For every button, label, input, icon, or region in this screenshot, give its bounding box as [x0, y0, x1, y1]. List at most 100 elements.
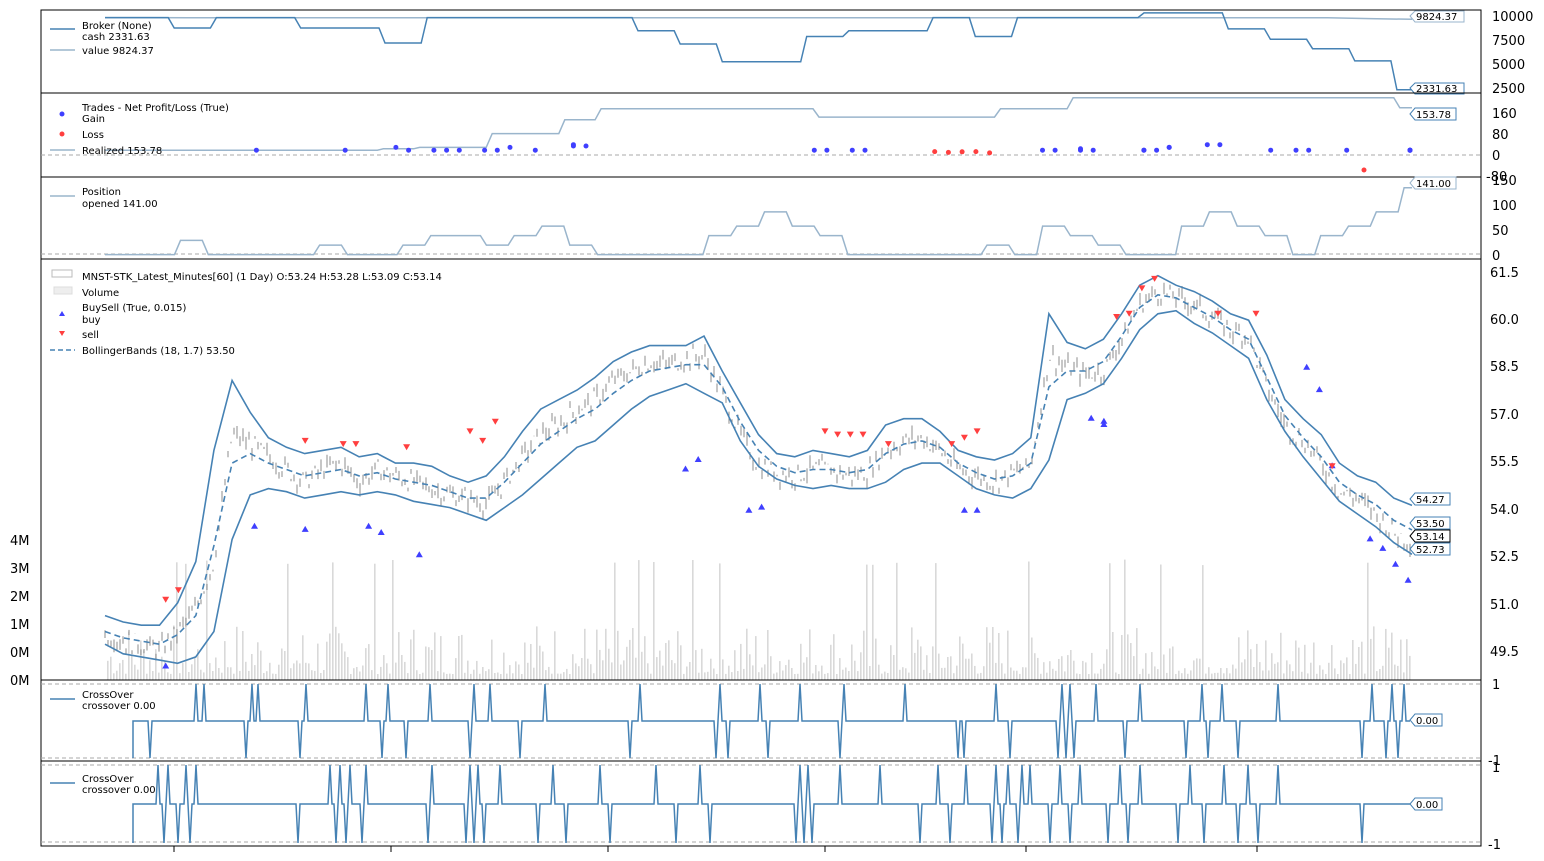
- loss-marker: [987, 150, 993, 156]
- buy-marker: [415, 551, 423, 558]
- volume-bar: [884, 671, 886, 680]
- volume-bar: [842, 669, 844, 680]
- volume-bar: [1127, 634, 1129, 680]
- volume-bar: [1208, 667, 1210, 680]
- crossover1-plot-area: [132, 683, 1410, 759]
- volume-bar: [1349, 674, 1351, 680]
- volume-bar: [1046, 672, 1048, 680]
- volume-bar: [143, 650, 145, 680]
- volume-bar: [896, 562, 898, 680]
- upper-band-badge: 54.27: [1416, 495, 1445, 506]
- volume-bar: [473, 669, 475, 680]
- volume-bar: [170, 673, 172, 680]
- volume-bar: [929, 673, 931, 680]
- volume-bar: [1250, 649, 1252, 680]
- volume-bar: [809, 629, 811, 680]
- volume-bar: [563, 672, 565, 680]
- volume-bar: [770, 656, 772, 680]
- volume-bar: [608, 648, 610, 680]
- sell-marker: [1328, 463, 1336, 470]
- volume-bar: [566, 668, 568, 680]
- volume-bar: [410, 639, 412, 680]
- volume-bar: [893, 655, 895, 680]
- gain-marker: [1306, 147, 1312, 153]
- volume-bar: [926, 655, 928, 680]
- buy-marker: [960, 506, 968, 513]
- crossover1-y-tick: -1: [1488, 754, 1501, 769]
- price-y-tick: 58.5: [1490, 360, 1519, 375]
- volume-bar: [626, 646, 628, 680]
- broker-panel: Broker (None) cash 2331.63 value 9824.37…: [40, 9, 1533, 97]
- volume-bar: [1154, 666, 1156, 680]
- volume-bar: [1196, 658, 1198, 680]
- volume-bar: [287, 563, 289, 680]
- buy-legend-marker: [59, 311, 65, 316]
- volume-bar: [692, 560, 694, 680]
- volume-bar: [644, 636, 646, 680]
- volume-bar: [734, 650, 736, 680]
- volume-bar: [497, 672, 499, 680]
- volume-bar: [944, 667, 946, 680]
- loss-legend-marker: [59, 131, 65, 137]
- volume-bar: [350, 674, 352, 680]
- volume-bar: [1301, 671, 1303, 680]
- price-y-tick: 49.5: [1490, 645, 1519, 660]
- volume-bar: [128, 631, 130, 680]
- gain-marker: [1040, 147, 1045, 153]
- volume-bar: [305, 662, 307, 680]
- volume-bar: [866, 564, 868, 680]
- volume-bar: [623, 660, 625, 680]
- volume-bar: [224, 641, 226, 680]
- buy-marker: [162, 662, 170, 669]
- volume-bar: [836, 674, 838, 680]
- value-badge-box: [1409, 10, 1465, 23]
- volume-bar: [1331, 645, 1333, 680]
- volume-bar: [1394, 664, 1396, 680]
- volume-bar: [746, 628, 748, 680]
- volume-bar: [326, 641, 328, 680]
- sell-marker: [1138, 285, 1146, 292]
- volume-bar: [617, 630, 619, 680]
- volume-bar: [689, 662, 691, 680]
- volume-bar: [1232, 664, 1234, 680]
- price-badges: 54.27 53.50 53.14 52.73: [1409, 492, 1451, 556]
- volume-bar: [683, 673, 685, 680]
- volume-bar: [425, 646, 427, 680]
- volume-bar: [212, 671, 214, 680]
- volume-bar: [575, 663, 577, 680]
- crossover1-y-axis: 1 -1: [1488, 678, 1501, 769]
- volume-bar: [872, 564, 874, 680]
- sell-marker: [973, 428, 981, 435]
- gain-marker: [1141, 147, 1147, 153]
- realized-badge: 153.78: [1416, 110, 1451, 121]
- volume-bar: [278, 664, 280, 680]
- volume-bar: [1175, 674, 1177, 680]
- volume-bar: [518, 664, 520, 680]
- volume-bar: [1067, 655, 1069, 680]
- volume-bar: [431, 650, 433, 680]
- volume-bar: [464, 672, 466, 680]
- volume-y-tick: 4M: [10, 534, 30, 549]
- gain-marker: [824, 147, 830, 153]
- trades-badges: 153.78: [1409, 107, 1457, 121]
- realized-line: [105, 97, 1412, 151]
- volume-bar: [992, 627, 994, 680]
- volume-bar: [161, 656, 163, 680]
- volume-bar: [452, 674, 454, 680]
- volume-bar: [902, 667, 904, 680]
- volume-bar: [581, 658, 583, 680]
- volume-bar: [1157, 669, 1159, 680]
- gain-marker: [1090, 147, 1096, 153]
- volume-bar: [899, 669, 901, 680]
- price-plot-area: [104, 274, 1413, 669]
- volume-bar: [1205, 673, 1207, 680]
- volume-legend-swatch: [53, 286, 73, 295]
- volume-bar: [947, 657, 949, 680]
- volume-bar: [1325, 674, 1327, 680]
- volume-bar: [962, 643, 964, 680]
- volume-bar: [260, 650, 262, 680]
- volume-bar: [914, 652, 916, 680]
- volume-bar: [359, 671, 361, 680]
- gain-marker: [1344, 147, 1350, 153]
